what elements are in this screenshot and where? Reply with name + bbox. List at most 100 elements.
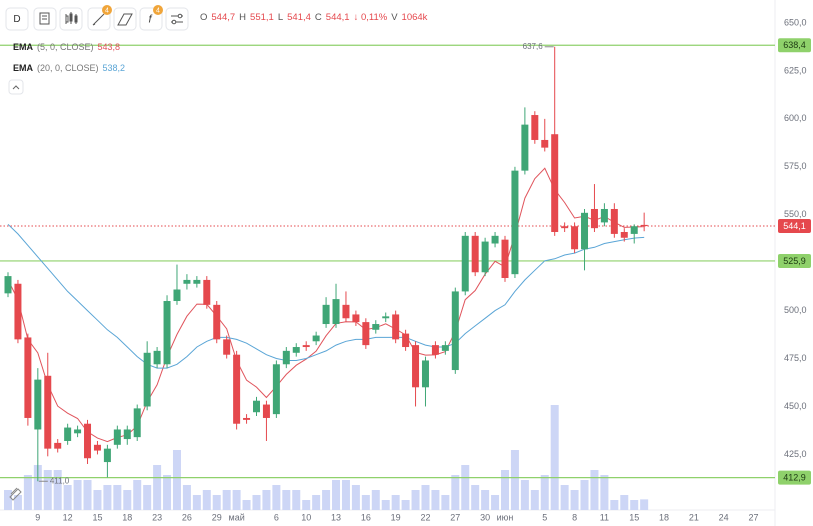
volume-bar xyxy=(381,500,390,510)
candle-body xyxy=(471,235,479,273)
level-tag xyxy=(778,253,811,268)
quote-key: O xyxy=(200,12,208,23)
candle-body xyxy=(342,304,350,319)
volume-bar xyxy=(292,490,301,510)
badge-count: 4 xyxy=(156,7,160,14)
interval[interactable]: D xyxy=(13,14,20,25)
plot: 425,0 450,0 475,0 500,0 550,0 575,0 600,0 625,0… xyxy=(0,17,811,522)
volume-bar xyxy=(461,465,470,510)
volume-bar xyxy=(351,485,360,510)
volume-bar xyxy=(501,470,509,510)
candle-body xyxy=(163,301,171,365)
quote-key: L xyxy=(277,12,284,23)
volume-bar xyxy=(43,470,52,510)
x-tick-label: 27 xyxy=(748,512,758,522)
settings-button[interactable] xyxy=(165,7,189,31)
candle-body xyxy=(123,429,131,440)
badge xyxy=(153,5,163,15)
volume-bar xyxy=(153,465,162,510)
candle-body xyxy=(551,134,559,232)
icon: f xyxy=(148,13,152,25)
candle-body xyxy=(203,279,211,305)
collapse-button[interactable] xyxy=(8,79,24,95)
icon xyxy=(65,12,78,24)
candle-body xyxy=(253,400,260,413)
legend-value: 538,2 xyxy=(102,63,126,73)
volume-bar xyxy=(212,495,221,510)
volume-bar xyxy=(361,495,370,510)
toolbar: D 4 f 4 xyxy=(5,5,189,501)
candle-body xyxy=(312,335,320,342)
candle-body xyxy=(402,333,410,348)
x-tick-label: 18 xyxy=(659,512,669,522)
legend-entry[interactable]: EMA (5, 0, CLOSE) 543,8 xyxy=(13,42,120,52)
x-tick-label: 8 xyxy=(572,512,577,522)
candle-body xyxy=(441,345,449,351)
volume-bar xyxy=(590,470,599,510)
shapes-button[interactable] xyxy=(113,7,137,31)
volume-bar xyxy=(441,495,450,510)
volume-bar xyxy=(322,490,331,510)
volume-bar xyxy=(411,490,420,510)
logo xyxy=(9,487,22,501)
y-tick-label: 600,0 xyxy=(784,113,807,123)
candle-body xyxy=(34,379,42,430)
badge-count: 4 xyxy=(105,7,109,14)
x-tick-label: 16 xyxy=(361,512,371,522)
annotation: 411,0 xyxy=(50,476,70,485)
x-tick-label: 10 xyxy=(301,512,311,522)
volume-bar xyxy=(341,480,350,510)
volume-bar xyxy=(13,495,22,510)
x-tick-label: 15 xyxy=(92,512,102,522)
legend-name: EMA xyxy=(13,42,33,52)
volume-bar xyxy=(222,490,231,510)
interval-button[interactable] xyxy=(5,7,29,31)
candle-body xyxy=(262,404,270,418)
quote-value: 1064k xyxy=(401,12,428,23)
volume-bar xyxy=(510,450,519,510)
icon xyxy=(177,13,183,19)
y-tick-label: 500,0 xyxy=(784,305,807,315)
candle-body xyxy=(451,291,459,371)
candle-body xyxy=(183,279,191,284)
volume-bar xyxy=(23,475,32,510)
candle-body xyxy=(412,345,420,388)
quote-value: 541,4 xyxy=(287,12,311,23)
volume-bar xyxy=(33,465,42,510)
candle-body xyxy=(362,322,370,346)
candle-body xyxy=(64,427,72,441)
candle-body xyxy=(223,339,231,355)
volume-bar xyxy=(560,485,569,510)
icon xyxy=(39,12,50,25)
volume-bar xyxy=(123,490,132,510)
volume-bar xyxy=(282,490,291,510)
quote-change: ↓ 0,11% xyxy=(353,12,388,23)
x-tick-label: 19 xyxy=(391,512,401,522)
volume-bar xyxy=(53,470,62,510)
candle-body xyxy=(113,429,121,445)
legend-value: 543,8 xyxy=(97,42,121,52)
volume-bar xyxy=(491,495,500,510)
candle-body xyxy=(193,279,201,284)
volume-bar xyxy=(630,500,639,510)
icon xyxy=(12,85,20,90)
volume-bar xyxy=(93,490,102,510)
legend-entry[interactable]: EMA (20, 0, CLOSE) 538,2 xyxy=(13,63,125,73)
legend-params: (20, 0, CLOSE) xyxy=(37,63,99,73)
x-tick-label: 11 xyxy=(600,512,609,522)
volume-bar xyxy=(520,480,529,510)
quote-value: 544,7 xyxy=(211,12,236,23)
volume-bar xyxy=(192,495,201,510)
x-tick-label: 15 xyxy=(629,512,639,522)
volume-bar xyxy=(302,500,311,510)
x-tick-label: 29 xyxy=(212,512,222,522)
icon xyxy=(117,13,133,26)
y-tick-label: 650,0 xyxy=(784,17,807,27)
x-tick-label: 30 xyxy=(480,512,490,522)
candle-body xyxy=(600,208,608,223)
volume-bar xyxy=(4,490,12,510)
x-tick-label: май xyxy=(229,512,245,522)
candle-body xyxy=(630,226,638,234)
volume-bar xyxy=(471,485,480,510)
